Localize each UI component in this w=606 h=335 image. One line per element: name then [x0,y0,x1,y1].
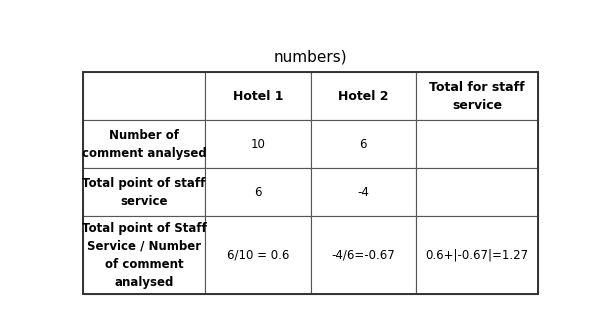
Text: 10: 10 [250,138,265,151]
Text: 0.6+|-0.67|=1.27: 0.6+|-0.67|=1.27 [425,249,528,262]
Bar [416,169,538,216]
Text: -4/6=-0.67: -4/6=-0.67 [331,249,395,262]
Bar [205,72,310,121]
Bar [83,121,205,169]
Text: Hotel 2: Hotel 2 [338,90,388,103]
Text: Total point of staff
service: Total point of staff service [82,177,206,208]
Text: 6: 6 [359,138,367,151]
Bar [83,216,205,294]
Bar [205,169,310,216]
Bar [310,72,416,121]
Text: Number of
comment analysed: Number of comment analysed [82,129,207,160]
Bar [416,72,538,121]
Bar [83,169,205,216]
Text: Total for staff
service: Total for staff service [429,81,525,112]
Text: -4: -4 [357,186,369,199]
Bar [416,216,538,294]
Text: 6: 6 [255,186,262,199]
Text: Total point of Staff
Service / Number
of comment
analysed: Total point of Staff Service / Number of… [82,222,207,289]
Bar [310,169,416,216]
Bar [205,121,310,169]
Text: 6/10 = 0.6: 6/10 = 0.6 [227,249,289,262]
Bar [310,121,416,169]
Bar [83,72,538,294]
Text: Hotel 1: Hotel 1 [233,90,283,103]
Bar [205,216,310,294]
Bar [416,121,538,169]
Bar [310,216,416,294]
Text: numbers): numbers) [274,49,347,64]
Bar [83,72,205,121]
